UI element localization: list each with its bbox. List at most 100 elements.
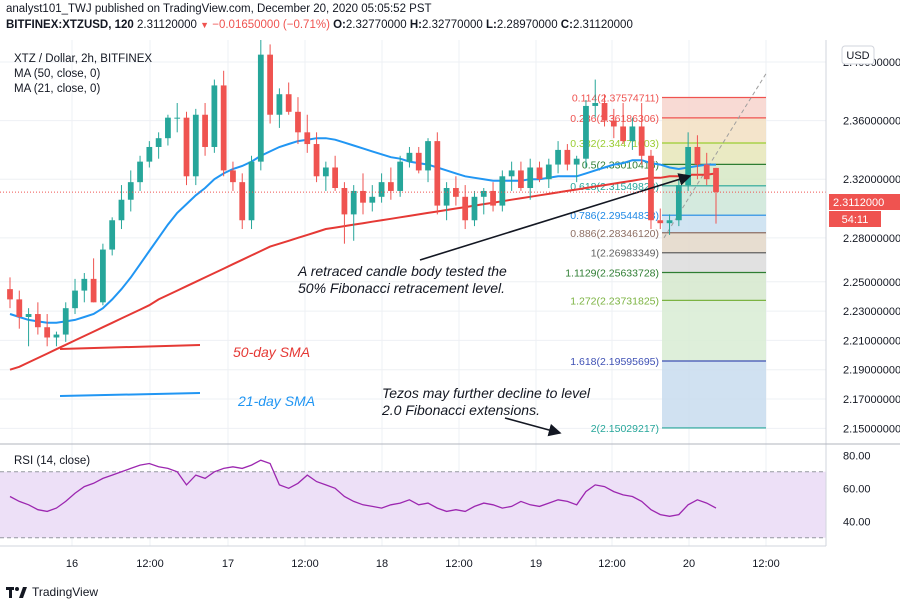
- candle: [44, 314, 51, 347]
- candle: [267, 44, 273, 124]
- annotation-retrace-line2: 50% Fibonacci retracement level.: [298, 280, 505, 296]
- fib-zone: [662, 117, 766, 144]
- tradingview-brand: TradingView: [32, 585, 99, 599]
- candle: [415, 146, 422, 174]
- candle: [638, 103, 645, 165]
- candle-body: [295, 111, 301, 133]
- candle: [443, 182, 450, 221]
- open-value: 2.32770000: [345, 19, 407, 31]
- candle-body: [360, 190, 366, 203]
- price-chart[interactable]: 0.114(2.37574711) 0.236(2.36186306) 0.382(…: [0, 38, 900, 583]
- candle-body: [44, 327, 51, 338]
- candle-body: [350, 190, 357, 215]
- candle: [16, 290, 23, 329]
- candle: [313, 132, 320, 183]
- fib-zone: [662, 215, 766, 233]
- candle: [694, 135, 701, 180]
- candle-body: [118, 199, 125, 221]
- candle-body: [685, 146, 692, 186]
- sma50-sample-line: [59, 344, 201, 350]
- candle: [211, 79, 218, 153]
- candle-body: [285, 94, 292, 112]
- time-tick-label: 20: [683, 558, 695, 570]
- candle-body: [555, 149, 561, 165]
- candle: [545, 158, 552, 189]
- candle-body: [471, 196, 478, 221]
- candle-body: [443, 188, 450, 206]
- currency-button[interactable]: USD: [841, 45, 875, 65]
- candle: [183, 111, 190, 186]
- candle: [341, 182, 348, 244]
- candle: [304, 114, 311, 153]
- trend-projection-line: [663, 73, 767, 239]
- candle: [248, 155, 255, 230]
- candle-body: [527, 167, 534, 189]
- axes: 2.400000002.360000002.320000002.28000000…: [0, 40, 900, 570]
- candle: [666, 214, 673, 235]
- candle-body: [453, 188, 459, 197]
- candle: [453, 176, 459, 206]
- candle-body: [425, 141, 431, 171]
- candle-body: [592, 103, 599, 106]
- candle-body: [573, 158, 580, 165]
- candle-body: [332, 167, 339, 189]
- candle: [137, 155, 143, 191]
- symbol-quote-bar: BITFINEX:XTZUSD, 120 2.31120000 ▼ −0.016…: [6, 19, 633, 31]
- candle-body: [387, 182, 394, 191]
- price-tick-label: 2.21000000: [843, 335, 900, 347]
- candle: [657, 208, 664, 230]
- fib-zone: [662, 360, 766, 428]
- candle-body: [620, 126, 626, 142]
- candle: [7, 277, 13, 309]
- candle-body: [369, 196, 376, 203]
- candle: [573, 155, 580, 183]
- candle-body: [146, 146, 153, 162]
- candle-body: [638, 126, 645, 156]
- candle-body: [276, 94, 283, 115]
- candle: [397, 155, 404, 197]
- annotation-retrace-line1: A retraced candle body tested the: [297, 263, 507, 279]
- candle: [592, 79, 599, 118]
- fib-zone: [662, 300, 766, 361]
- candle-body: [480, 190, 487, 197]
- candle-body: [713, 167, 719, 193]
- candle: [72, 278, 78, 315]
- candle-body: [610, 120, 617, 127]
- candle: [713, 167, 719, 224]
- tradingview-footer[interactable]: TradingView: [6, 585, 98, 599]
- time-tick-label: 12:00: [445, 558, 473, 570]
- candle: [564, 144, 571, 171]
- rsi-line: [9, 459, 717, 517]
- candle-body: [137, 161, 143, 183]
- candle-body: [53, 334, 60, 338]
- fib-zone: [662, 97, 766, 118]
- candle-body: [304, 132, 311, 145]
- candle-body: [90, 278, 97, 303]
- annotations: [0, 173, 826, 437]
- candle-body: [174, 117, 181, 119]
- time-tick-label: 12:00: [752, 558, 780, 570]
- candle-body: [109, 220, 116, 250]
- candle: [369, 185, 376, 212]
- candle: [583, 100, 589, 168]
- candle-body: [248, 161, 255, 221]
- candle-body: [564, 149, 571, 165]
- candle-body: [583, 105, 589, 159]
- time-tick-label: 18: [376, 558, 388, 570]
- price-tick-label: 2.32000000: [843, 174, 900, 186]
- candle-body: [257, 54, 264, 162]
- fib-zone: [662, 232, 766, 253]
- candle: [100, 243, 106, 306]
- candle: [230, 161, 236, 191]
- time-tick-label: 12:00: [136, 558, 164, 570]
- fibonacci-zones: [662, 97, 766, 428]
- candle: [490, 182, 496, 212]
- candle-body: [165, 117, 171, 139]
- candle-body: [313, 144, 320, 177]
- candle-body: [666, 220, 673, 224]
- countdown-timer: 54:11: [842, 214, 869, 226]
- candle-body: [155, 138, 162, 147]
- fib-zone: [662, 272, 766, 301]
- rsi-legend: RSI (14, close): [14, 455, 90, 467]
- candle-body: [34, 314, 41, 328]
